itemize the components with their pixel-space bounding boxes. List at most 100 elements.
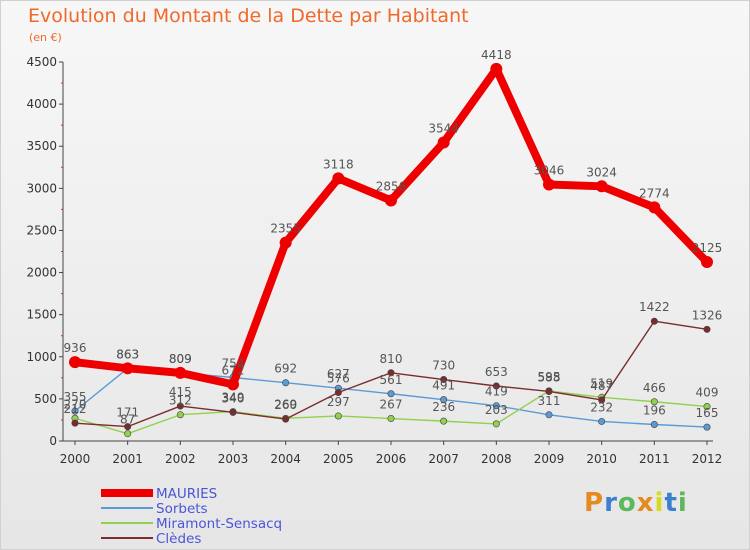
data-label: 3544: [428, 122, 459, 136]
data-label: 809: [169, 352, 192, 366]
data-label: 349: [222, 391, 245, 405]
x-tick-label: 2007: [428, 452, 459, 466]
data-point: [332, 172, 345, 185]
data-label: 519: [590, 376, 613, 390]
data-label: 595: [538, 370, 561, 384]
data-point: [71, 419, 79, 427]
data-point: [545, 411, 553, 419]
data-label: 627: [327, 367, 350, 381]
data-point: [648, 201, 661, 214]
data-point: [440, 396, 448, 404]
x-tick-label: 2002: [165, 452, 196, 466]
data-point: [701, 256, 713, 269]
data-label: 754: [222, 356, 245, 370]
chart-title: Evolution du Montant de la Dette par Hab…: [28, 5, 469, 27]
proxiti-logo: Proxiti: [584, 488, 688, 518]
data-point: [650, 317, 658, 325]
logo-letter: r: [604, 488, 618, 518]
y-tick-label: 2000: [26, 266, 57, 280]
data-point: [334, 388, 342, 396]
data-label: 863: [116, 347, 139, 361]
data-point: [598, 417, 606, 425]
data-point: [440, 376, 448, 384]
data-label: 3118: [323, 157, 354, 171]
data-label: 87: [120, 413, 135, 427]
data-point: [124, 423, 132, 431]
y-tick-label: 0: [49, 434, 57, 448]
data-label: 809: [169, 352, 192, 366]
y-tick-label: 1000: [26, 350, 57, 364]
x-tick-label: 2004: [270, 452, 301, 466]
y-tick-label: 3000: [26, 181, 57, 195]
logo-letter: o: [617, 488, 637, 518]
data-point: [387, 369, 395, 377]
data-label: 2774: [639, 186, 670, 200]
data-label: 561: [380, 373, 403, 387]
legend-label: Miramont-Sensacq: [156, 516, 282, 532]
data-label: 297: [327, 395, 350, 409]
legend-label: Clèdes: [156, 531, 201, 547]
y-tick-label: 4000: [26, 97, 57, 111]
data-label: 340: [222, 391, 245, 405]
data-label: 312: [169, 394, 192, 408]
data-point: [490, 62, 503, 75]
data-point: [492, 420, 500, 428]
data-point: [598, 396, 606, 404]
data-point: [121, 362, 134, 375]
data-label: 936: [64, 341, 87, 355]
data-point: [440, 417, 448, 425]
data-point: [229, 408, 237, 416]
data-point: [543, 178, 555, 191]
data-point: [595, 180, 608, 193]
data-label: 576: [327, 371, 350, 385]
data-label: 730: [432, 359, 455, 373]
data-point: [492, 402, 500, 410]
data-point: [385, 194, 397, 207]
data-label: 212: [64, 402, 87, 416]
data-point: [176, 411, 184, 419]
data-point: [227, 378, 239, 391]
data-label: 3024: [586, 165, 617, 179]
data-label: 672: [222, 363, 245, 377]
data-label: 409: [696, 386, 719, 400]
data-label: 1326: [692, 308, 723, 322]
x-tick-label: 2009: [534, 452, 565, 466]
x-tick-label: 2010: [586, 452, 617, 466]
data-label: 466: [643, 381, 666, 395]
data-point: [71, 407, 79, 415]
x-tick-label: 2006: [376, 452, 407, 466]
data-label: 355: [64, 390, 87, 404]
data-label: 487: [590, 379, 613, 393]
data-point: [282, 415, 290, 423]
data-point: [282, 379, 290, 387]
data-point: [174, 366, 187, 379]
data-point: [69, 356, 81, 369]
data-label: 171: [116, 406, 139, 420]
data-label: 2856: [376, 179, 407, 193]
logo-letter: x: [636, 488, 655, 518]
data-label: 269: [274, 397, 297, 411]
legend-label: Sorbets: [156, 501, 208, 517]
data-label: 2355: [270, 222, 301, 236]
x-tick-label: 2001: [112, 452, 143, 466]
data-label: 236: [432, 400, 455, 414]
data-label: 196: [643, 403, 666, 417]
x-tick-label: 2008: [481, 452, 512, 466]
x-tick-label: 2003: [218, 452, 249, 466]
data-point: [334, 412, 342, 420]
data-point: [387, 415, 395, 423]
data-label: 3046: [534, 163, 565, 177]
data-label: 653: [485, 365, 508, 379]
data-label: 692: [274, 362, 297, 376]
data-point: [176, 402, 184, 410]
data-label: 419: [485, 385, 508, 399]
data-label: 863: [116, 347, 139, 361]
data-label: 4418: [481, 48, 512, 62]
x-tick-label: 2005: [323, 452, 354, 466]
y-tick-label: 500: [34, 392, 57, 406]
data-label: 810: [380, 352, 403, 366]
chart-unit: (en €): [29, 31, 62, 44]
logo-letter: i: [654, 488, 665, 518]
